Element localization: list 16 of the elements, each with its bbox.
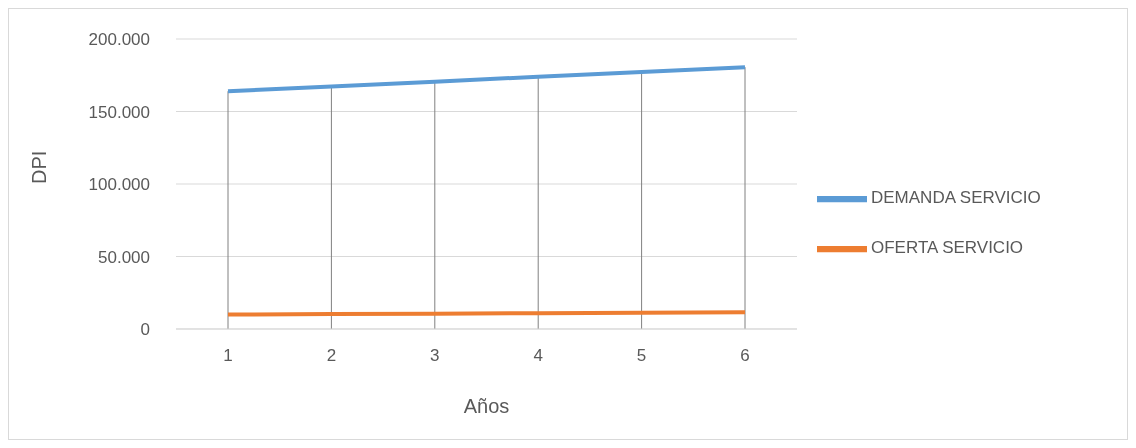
legend-label: DEMANDA SERVICIO	[871, 188, 1041, 208]
y-tick-label: 100.000	[88, 175, 150, 195]
y-axis-title: DPI	[28, 150, 51, 184]
line-series	[226, 65, 747, 94]
x-tick-label: 2	[326, 346, 337, 366]
y-tick-label: 50.000	[98, 247, 150, 267]
legend-label: OFERTA SERVICIO	[871, 238, 1024, 258]
y-tick-label: 150.000	[88, 102, 150, 122]
y-tick-label: 200.000	[88, 30, 150, 50]
y-tick-label: 0	[140, 320, 150, 340]
x-tick-label: 1	[223, 346, 233, 366]
x-tick-label: 4	[533, 346, 543, 366]
x-axis-title: Años	[463, 395, 510, 417]
x-tick-label: 6	[740, 346, 750, 366]
x-tick-label: 5	[636, 346, 647, 366]
x-tick-label: 3	[430, 346, 440, 366]
